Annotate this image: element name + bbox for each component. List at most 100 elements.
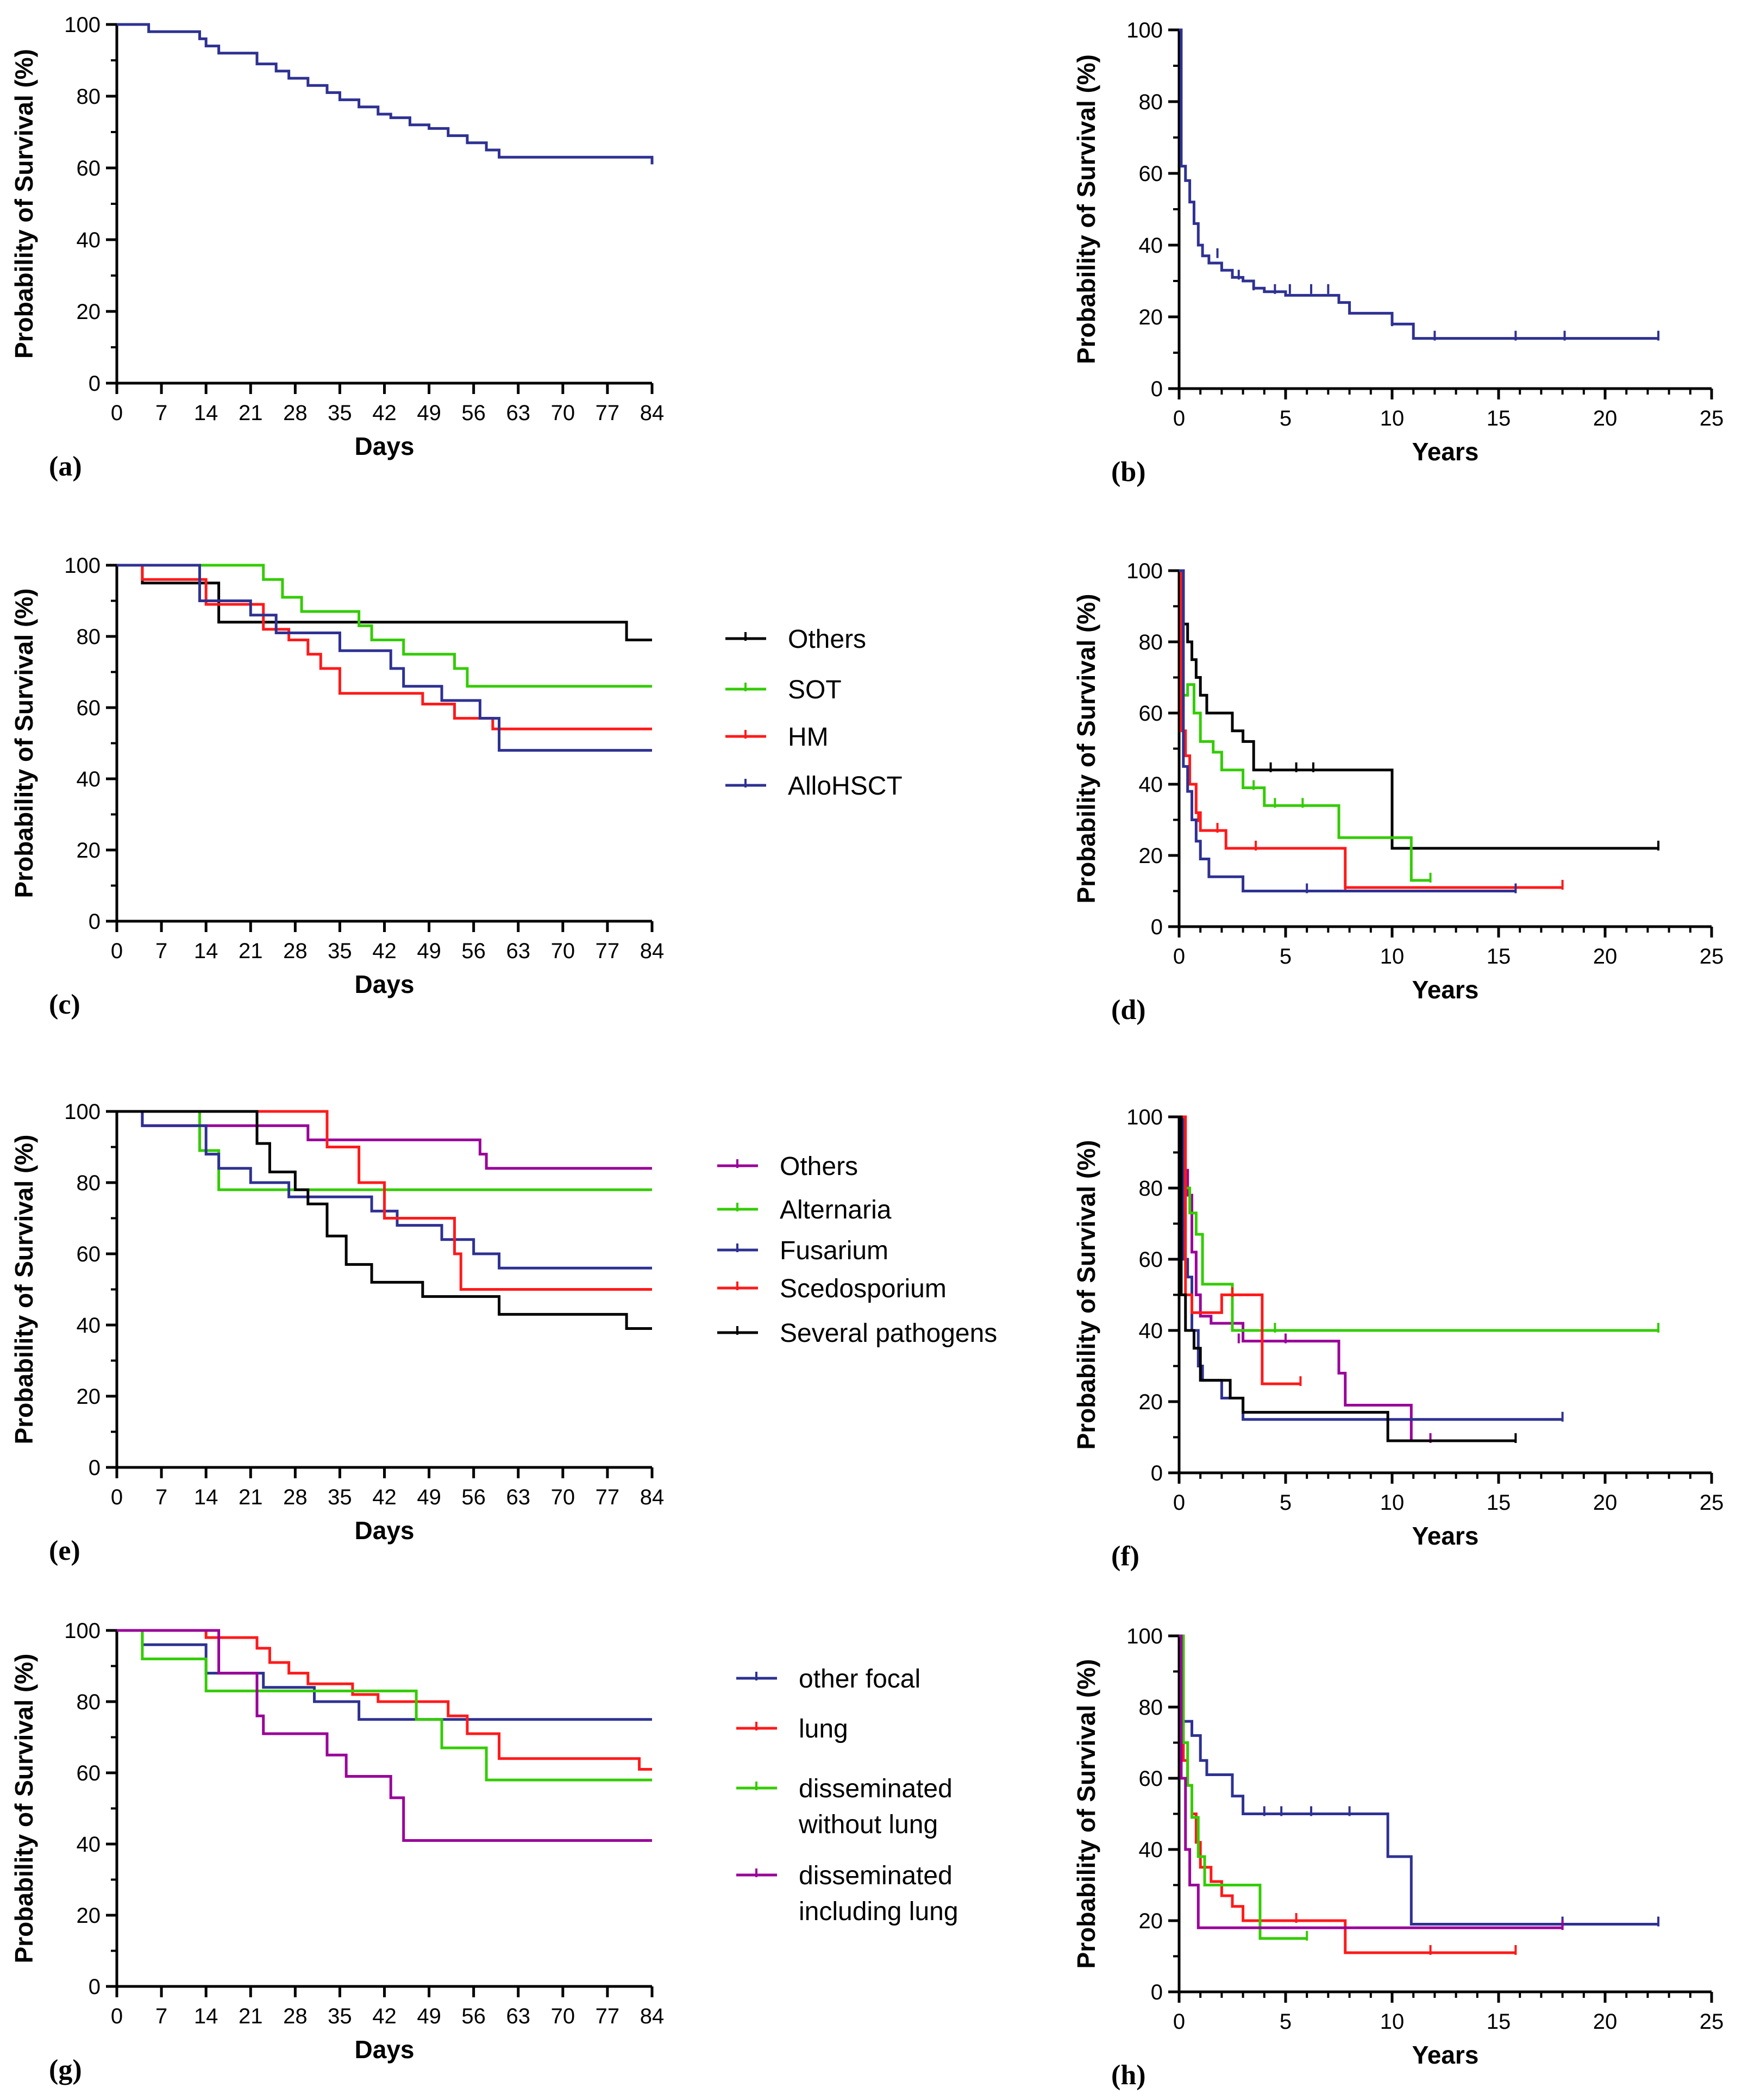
panel-label: (c)	[49, 989, 80, 1020]
y-tick-label: 40	[1139, 1319, 1163, 1343]
x-tick-label: 42	[372, 939, 397, 963]
x-tick-label: 35	[328, 401, 352, 425]
x-tick-label: 25	[1700, 407, 1724, 430]
x-tick-label: 49	[417, 401, 441, 425]
series-line-fusarium	[1179, 1115, 1563, 1421]
y-tick-label: 60	[1139, 702, 1163, 726]
panel-g: 0 20 40 60 80 100 0 7 14 21 28 35 42 49 56 63 70 77 84 Days…	[10, 1619, 664, 2085]
series-line-sot	[1179, 569, 1431, 882]
series-line-disseminated-without-lung	[117, 1629, 652, 1782]
x-axis-title: Days	[355, 2035, 415, 2064]
legend-label: Scedosporium	[780, 1274, 947, 1303]
y-axis-title: Probability of Survival (%)	[1072, 1659, 1100, 1969]
y-tick-label: 40	[1139, 234, 1163, 258]
panel-label: (f)	[1111, 1541, 1139, 1572]
panel-label: (e)	[49, 1535, 80, 1566]
y-tick-label: 60	[1139, 1248, 1163, 1272]
x-tick-label: 84	[640, 2004, 665, 2028]
x-tick-label: 0	[1173, 2010, 1185, 2034]
x-tick-label: 84	[640, 1485, 665, 1509]
x-tick-label: 63	[506, 1485, 531, 1509]
x-tick-label: 35	[328, 2004, 352, 2028]
series-line-lung	[1179, 1634, 1516, 1954]
legend-label: Alternaria	[780, 1196, 892, 1224]
y-axis-title: Probability of Survival (%)	[10, 1135, 38, 1445]
x-tick-label: 10	[1380, 945, 1405, 968]
y-axis-title: Probability of Survival (%)	[10, 1654, 38, 1964]
panel-b: 0 20 40 60 80 100 0 5 10 15 20 25 Years Probability o…	[1072, 18, 1724, 488]
x-tick-label: 10	[1380, 407, 1405, 430]
x-tick-label: 21	[239, 2004, 263, 2028]
y-tick-label: 20	[77, 300, 101, 324]
y-tick-label: 60	[77, 1761, 101, 1785]
y-tick-label: 0	[89, 1456, 101, 1480]
y-tick-label: 100	[64, 1619, 101, 1643]
y-tick-label: 80	[77, 625, 101, 649]
y-tick-label: 20	[1139, 1390, 1163, 1414]
panel-label: (a)	[49, 451, 82, 482]
x-tick-label: 5	[1280, 2010, 1292, 2034]
panel-f: 0 20 40 60 80 100 0 5 10 15 20 25 Years Probability o…	[1072, 1105, 1724, 1572]
panel-label: (b)	[1111, 457, 1146, 488]
x-tick-label: 49	[417, 2004, 441, 2028]
y-tick-label: 40	[77, 1833, 101, 1857]
y-tick-label: 80	[77, 85, 101, 109]
x-axis-title: Years	[1412, 976, 1479, 1004]
legend-label: disseminated	[799, 1861, 953, 1890]
series-line-other-focal	[1179, 1634, 1658, 1926]
panel-label: (g)	[49, 2054, 82, 2085]
series-line-alternaria	[1179, 1115, 1658, 1332]
x-tick-label: 28	[283, 939, 308, 963]
x-tick-label: 35	[328, 939, 352, 963]
y-tick-label: 60	[1139, 162, 1163, 186]
x-tick-label: 15	[1487, 1491, 1511, 1515]
x-tick-label: 0	[111, 939, 123, 963]
x-tick-label: 63	[506, 401, 531, 425]
x-tick-label: 42	[372, 1485, 397, 1509]
y-tick-label: 40	[77, 228, 101, 252]
x-tick-label: 70	[551, 2004, 575, 2028]
y-tick-label: 100	[1126, 18, 1163, 42]
x-tick-label: 15	[1487, 2010, 1511, 2034]
x-tick-label: 70	[551, 939, 575, 963]
y-tick-label: 80	[77, 1171, 101, 1195]
x-tick-label: 28	[283, 2004, 308, 2028]
y-tick-label: 60	[77, 1242, 101, 1266]
legend-g: other focal lung disseminated without lung d…	[736, 1665, 958, 1926]
x-tick-label: 70	[551, 1485, 575, 1509]
x-tick-label: 5	[1280, 1491, 1292, 1515]
x-tick-label: 0	[1173, 407, 1185, 430]
y-tick-label: 60	[77, 696, 101, 720]
y-tick-label: 20	[77, 1904, 101, 1928]
x-tick-label: 7	[155, 401, 167, 425]
x-tick-label: 21	[239, 401, 263, 425]
y-tick-label: 40	[1139, 773, 1163, 797]
y-tick-label: 0	[89, 910, 101, 934]
y-tick-label: 40	[1139, 1838, 1163, 1862]
series-line-alternaria	[117, 1110, 652, 1191]
y-tick-label: 100	[1126, 1624, 1163, 1648]
legend-label: HM	[788, 723, 829, 752]
y-tick-label: 20	[1139, 844, 1163, 868]
x-tick-label: 25	[1700, 945, 1724, 968]
legend-label: including lung	[799, 1897, 958, 1926]
y-tick-label: 80	[1139, 630, 1163, 654]
x-tick-label: 77	[596, 1485, 620, 1509]
x-tick-label: 14	[194, 401, 218, 425]
x-tick-label: 0	[111, 401, 123, 425]
x-tick-label: 56	[461, 1485, 486, 1509]
y-axis-title: Probability of Survival (%)	[1072, 54, 1100, 364]
x-tick-label: 70	[551, 401, 575, 425]
y-tick-label: 80	[1139, 1696, 1163, 1720]
x-tick-label: 25	[1700, 2010, 1724, 2034]
x-tick-label: 77	[596, 939, 620, 963]
x-axis-title: Years	[1412, 438, 1479, 466]
series-line-scedosporium	[1179, 1115, 1301, 1385]
legend-label: Fusarium	[780, 1236, 888, 1265]
x-axis-title: Days	[355, 432, 415, 460]
x-tick-label: 84	[640, 939, 665, 963]
x-tick-label: 56	[461, 2004, 486, 2028]
x-tick-label: 14	[194, 2004, 218, 2028]
y-tick-label: 0	[1151, 915, 1163, 939]
